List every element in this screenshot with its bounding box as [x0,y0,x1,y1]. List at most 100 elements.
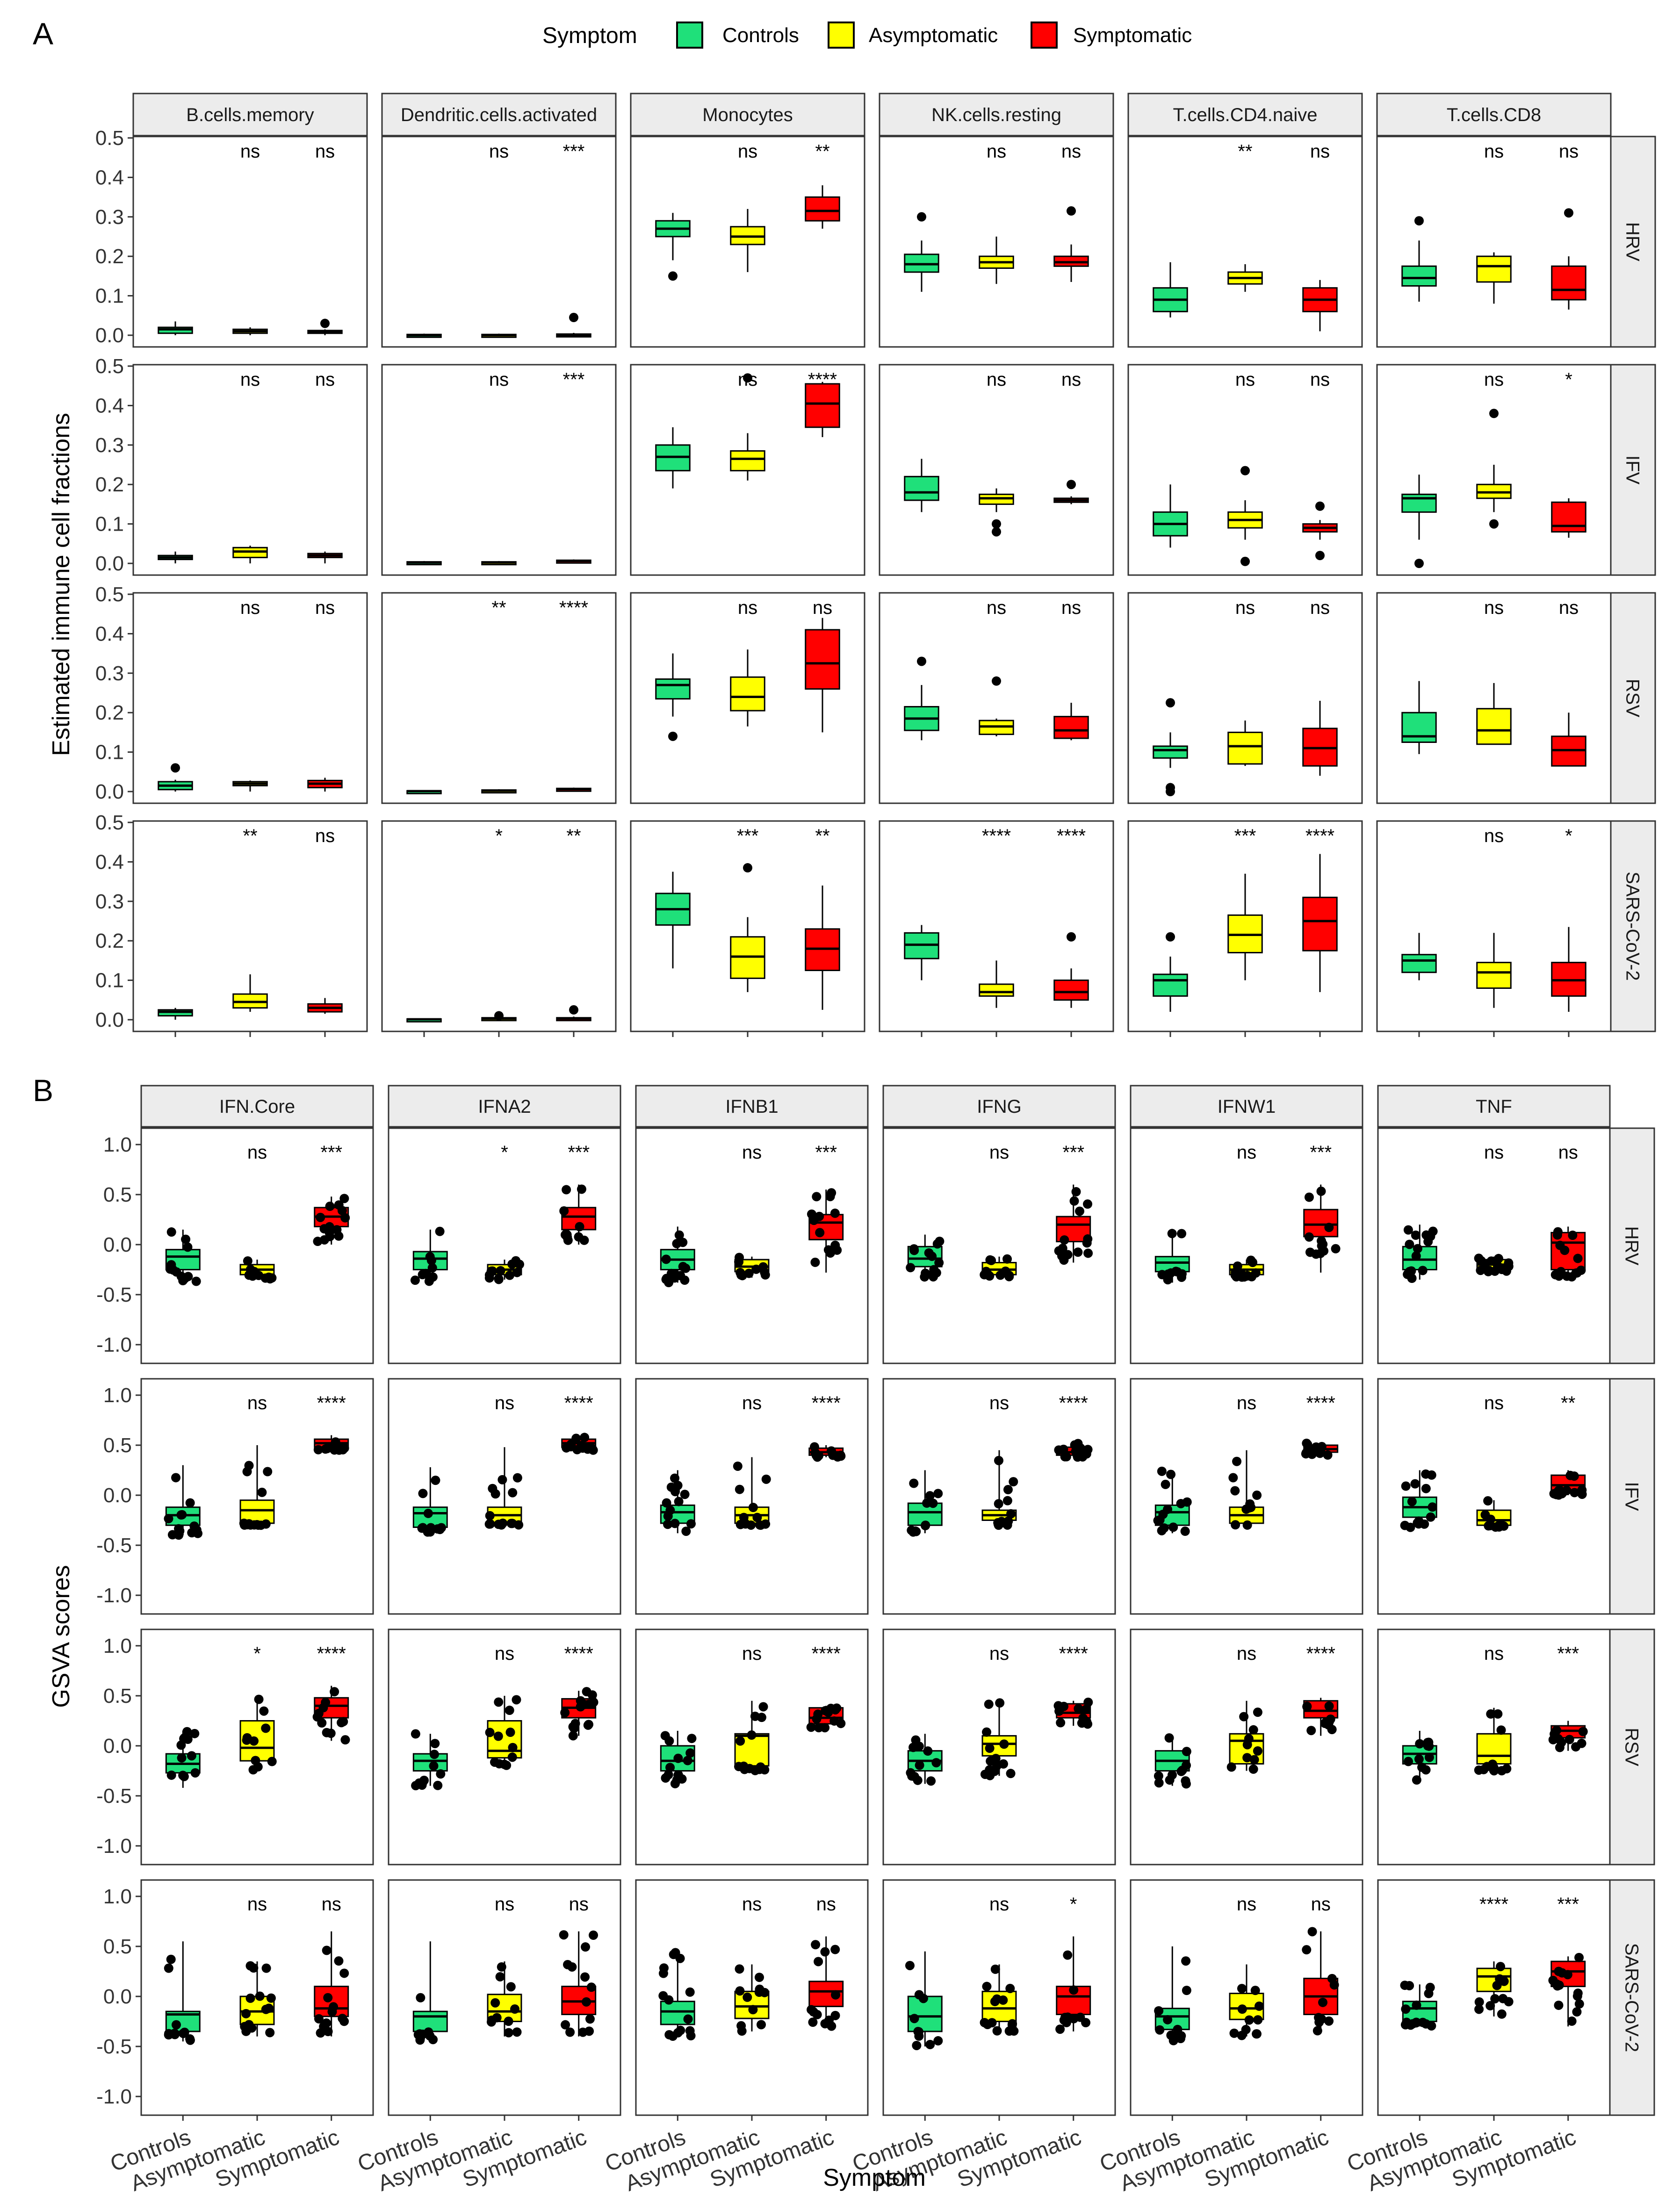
y-tick-label: -0.5 [96,2035,132,2058]
data-point [755,1765,764,1774]
strip-col-0 [140,1085,374,1128]
data-point [1009,1477,1018,1487]
data-point [1002,1254,1012,1264]
data-point [1495,1974,1505,1984]
data-point [418,1777,428,1787]
legend-label-symptomatic: Symptomatic [1073,24,1192,47]
box-controls [904,475,939,501]
y-tick-label: 0.2 [95,473,124,496]
data-point [826,1446,836,1456]
data-point [671,1484,680,1494]
data-point [1073,1247,1083,1257]
data-point [1181,1776,1190,1786]
significance-label: ns [247,1393,267,1413]
data-point [833,1452,843,1462]
data-point [185,2034,195,2044]
significance-label: ns [1061,369,1081,390]
data-point [485,1519,495,1529]
data-point [580,1433,590,1442]
data-point [1303,1440,1312,1449]
data-point [561,2020,570,2030]
facet-frame [388,1127,621,1364]
data-point [182,1727,192,1736]
data-point [733,1461,743,1471]
data-point [259,1706,269,1716]
strip-row-label: RSV [1622,679,1643,718]
facet-0-0: -1.0 -0.5 0.0 0.5 1.0 ns *** [96,1127,374,1364]
data-point [928,1272,938,1282]
significance-label: *** [563,141,585,162]
data-point [676,1271,685,1281]
data-point [1239,1712,1249,1722]
y-tick-label: 0.5 [103,1685,132,1707]
y-tick-label: 0.4 [95,394,124,417]
outlier-point [1067,206,1076,216]
data-point [255,1991,265,2001]
data-point [253,1762,263,1772]
data-point [1164,1733,1174,1743]
data-point [323,1993,333,2003]
facet-4-2: ns **** [1130,1628,1363,1866]
data-point [826,1703,836,1713]
strip-label: Dendritic.cells.activated [401,105,597,125]
significance-label: *** [563,369,585,390]
data-point [909,1244,919,1254]
data-point [1301,1449,1311,1459]
data-point [1161,1479,1170,1489]
strip-row-label: SARS-CoV-2 [1622,872,1643,980]
data-point [1055,2024,1065,2034]
significance-label: ns [1484,1643,1504,1664]
y-tick-label: 0.4 [95,622,124,645]
data-point [1083,1248,1093,1258]
facet-frame [381,820,617,1032]
data-point [1081,1705,1091,1714]
data-point [735,1964,744,1974]
facet-5-0: ns ns [1376,136,1612,348]
data-point [411,1729,420,1739]
facet-frame [132,592,368,804]
significance-label: *** [815,1142,837,1163]
significance-label: ns [989,1894,1009,1915]
significance-label: ns [1484,1393,1504,1413]
strip-label: T.cells.CD8 [1447,105,1541,125]
data-point [326,1729,336,1738]
data-point [751,1264,761,1274]
data-point [927,1252,937,1261]
data-point [658,1968,668,1978]
data-point [512,1268,522,1277]
significance-label: **** [1059,1643,1088,1664]
data-point [167,1530,177,1540]
data-point [1401,1481,1411,1491]
facet-4-2: ns ns [1127,592,1363,804]
significance-label: ns [1310,598,1330,618]
data-point [1565,1735,1574,1744]
data-point [665,1505,675,1515]
data-point [1154,2006,1164,2016]
facet-4-3: ns ns [1130,1879,1363,2121]
data-point [1571,1268,1581,1278]
data-point [915,1760,924,1770]
data-point [425,1527,435,1537]
y-tick-label: 0.5 [95,583,124,606]
data-point [807,1209,816,1219]
facet-1-2: ** **** [381,592,617,804]
data-point [1563,1970,1572,1980]
box-controls [1153,973,1188,997]
data-point [249,1267,259,1276]
significance-label: **** [982,826,1011,846]
data-point [1181,1956,1191,1966]
y-tick-label: 0.1 [95,741,124,764]
box-asymptomatic [979,983,1014,997]
strip-label: B.cells.memory [186,105,314,125]
data-point [428,2035,438,2045]
data-point [1304,1232,1314,1242]
data-point [485,1728,495,1737]
data-point [1237,2004,1247,2014]
data-point [314,1708,324,1718]
facet-frame [132,136,368,348]
facet-2-2: ns ns [630,592,865,804]
data-point [1400,1520,1410,1530]
significance-label: ns [1311,1894,1331,1915]
data-point [825,1248,835,1258]
data-point [164,1514,173,1524]
